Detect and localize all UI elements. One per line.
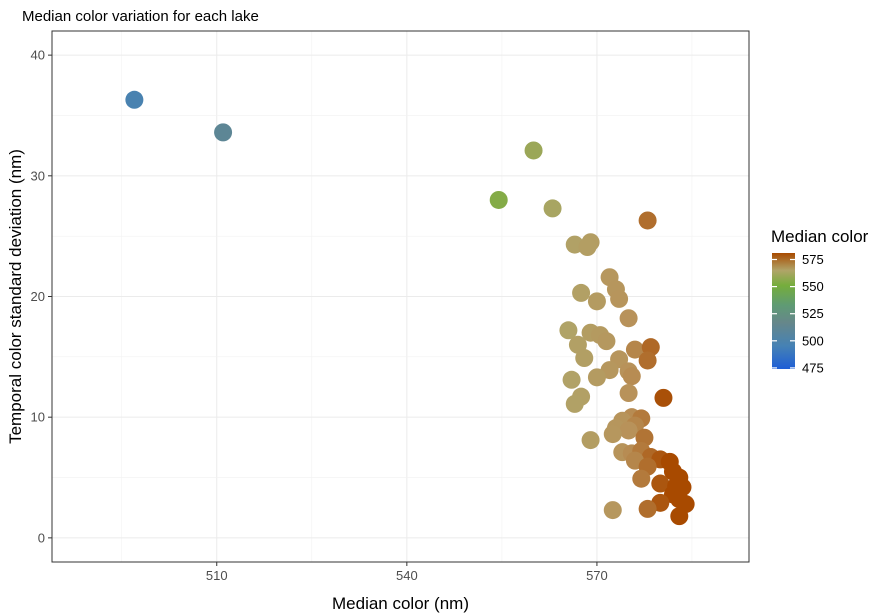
x-tick-label: 570 [586,568,608,583]
x-axis-title: Median color (nm) [332,594,469,613]
data-point [559,321,578,340]
y-tick-label: 0 [38,530,45,545]
data-point [524,141,543,160]
data-point [214,123,233,142]
data-point [619,384,638,403]
data-point [125,90,144,109]
data-point [489,190,508,209]
data-point [543,199,562,218]
y-axis-title: Temporal color standard deviation (nm) [6,149,25,444]
axis-ticks: 510 540 570 0 10 20 30 40 [31,48,608,583]
data-point [654,388,673,407]
plot-panel [51,30,750,563]
colorbar-label: 500 [802,333,824,348]
data-point [572,283,591,302]
data-point [625,340,644,359]
y-tick-label: 20 [31,289,45,304]
colorbar-label: 550 [802,279,824,294]
data-point [565,394,584,413]
data-point [619,309,638,328]
data-point [597,332,616,351]
y-tick-label: 10 [31,410,45,425]
data-point [603,501,622,520]
x-tick-label: 510 [206,568,228,583]
data-point [587,292,606,311]
data-point [670,507,689,526]
data-point [610,289,629,308]
data-point [603,425,622,444]
colorbar-label: 575 [802,252,824,267]
data-point [575,349,594,368]
data-point [619,421,638,440]
legend-title: Median color [771,227,869,246]
data-point [651,474,670,493]
data-point [562,370,581,389]
data-point [581,431,600,450]
data-point [638,351,657,370]
colorbar-label: 525 [802,306,824,321]
chart-title: Median color variation for each lake [22,8,259,25]
color-legend: Median color 575 550 525 500 475 [771,227,869,375]
data-point [632,469,651,488]
x-tick-label: 540 [396,568,418,583]
data-point [638,211,657,230]
y-tick-label: 40 [31,48,45,63]
data-points [125,90,695,526]
y-tick-label: 30 [31,168,45,183]
data-point [578,238,597,257]
data-point [622,367,641,386]
colorbar-ticks: 575 550 525 500 475 [772,252,824,375]
colorbar-label: 475 [802,360,824,375]
data-point [587,368,606,387]
data-point [638,499,657,518]
colorbar [772,253,795,369]
